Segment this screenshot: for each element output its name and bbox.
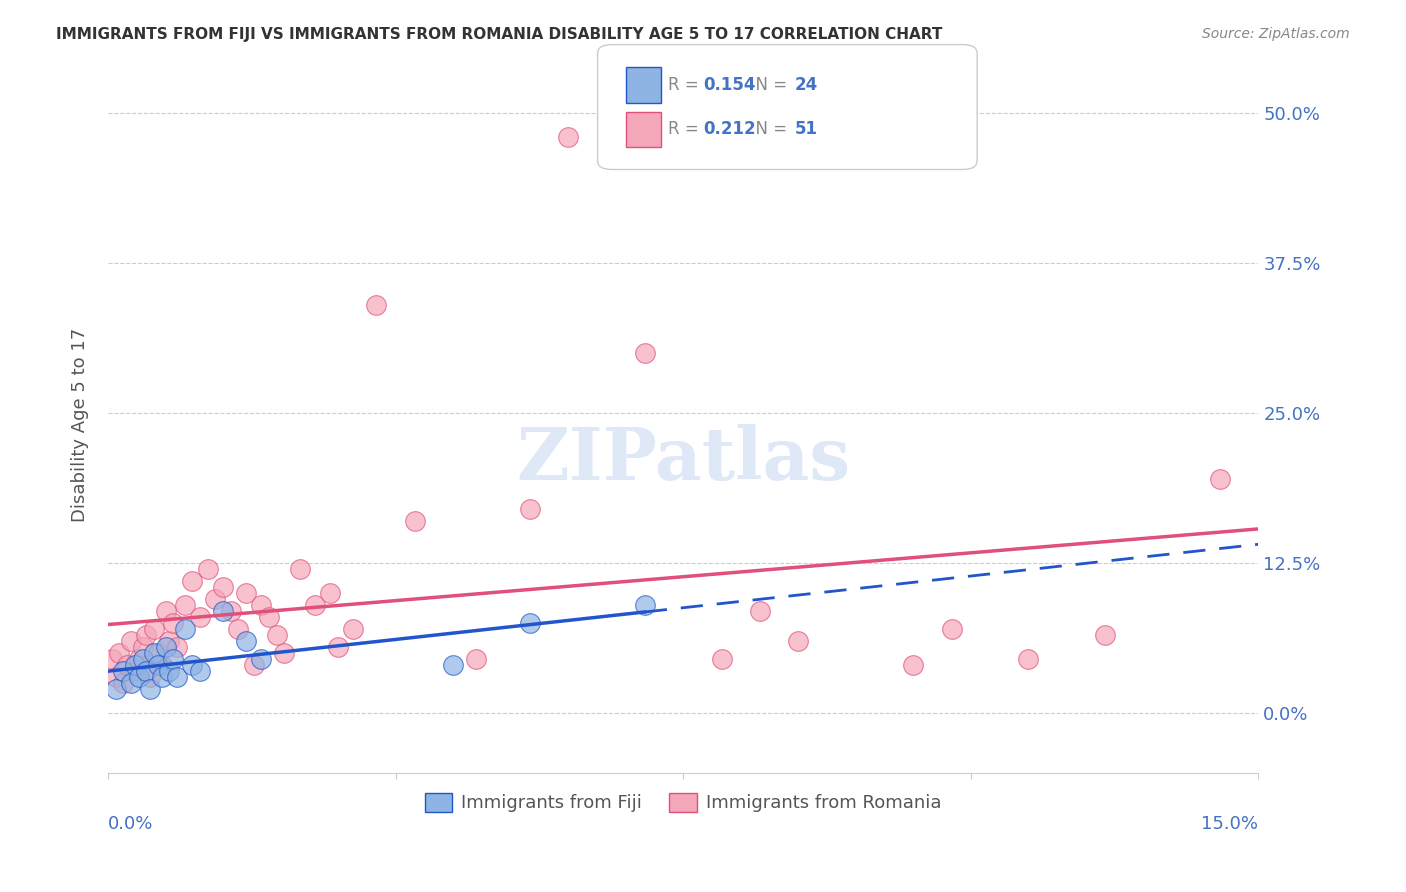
Text: N =: N = xyxy=(745,76,793,94)
Point xyxy=(104,681,127,696)
Text: 51: 51 xyxy=(794,120,817,138)
Point xyxy=(124,658,146,673)
Point xyxy=(131,640,153,654)
Point xyxy=(166,670,188,684)
Legend: Immigrants from Fiji, Immigrants from Romania: Immigrants from Fiji, Immigrants from Ro… xyxy=(418,786,948,820)
Point xyxy=(112,676,135,690)
Point xyxy=(366,298,388,312)
Point xyxy=(157,664,180,678)
Point xyxy=(465,652,488,666)
Point xyxy=(162,615,184,630)
Point xyxy=(166,640,188,654)
Point xyxy=(128,652,150,666)
Text: 0.0%: 0.0% xyxy=(108,815,153,833)
Point xyxy=(115,658,138,673)
Point xyxy=(304,598,326,612)
Point xyxy=(181,658,204,673)
Point xyxy=(120,634,142,648)
Text: 24: 24 xyxy=(794,76,818,94)
Point xyxy=(266,628,288,642)
Point xyxy=(157,634,180,648)
Point xyxy=(219,604,242,618)
Point xyxy=(710,652,733,666)
Point xyxy=(173,598,195,612)
Point xyxy=(112,664,135,678)
Point xyxy=(250,598,273,612)
Point xyxy=(634,598,657,612)
Text: 15.0%: 15.0% xyxy=(1202,815,1258,833)
Point xyxy=(212,580,235,594)
Point xyxy=(257,610,280,624)
Point xyxy=(143,622,166,636)
Point xyxy=(212,604,235,618)
Point xyxy=(235,586,257,600)
Point xyxy=(634,346,657,360)
Text: R =: R = xyxy=(668,76,704,94)
Point xyxy=(941,622,963,636)
Point xyxy=(235,634,257,648)
Point xyxy=(787,634,810,648)
Point xyxy=(188,610,211,624)
Point xyxy=(101,652,124,666)
Point xyxy=(162,652,184,666)
Point xyxy=(519,615,541,630)
Point xyxy=(146,658,169,673)
Point xyxy=(120,676,142,690)
Point xyxy=(903,658,925,673)
Point xyxy=(197,562,219,576)
Point xyxy=(342,622,364,636)
Point xyxy=(135,628,157,642)
Point xyxy=(143,646,166,660)
Point xyxy=(181,574,204,588)
Text: Source: ZipAtlas.com: Source: ZipAtlas.com xyxy=(1202,27,1350,41)
Text: ZIPatlas: ZIPatlas xyxy=(516,425,851,495)
Point xyxy=(155,640,177,654)
Point xyxy=(326,640,349,654)
Point xyxy=(104,670,127,684)
Point xyxy=(108,646,131,660)
Point xyxy=(173,622,195,636)
Point xyxy=(1017,652,1039,666)
Point xyxy=(228,622,250,636)
Point xyxy=(128,670,150,684)
Point xyxy=(1209,472,1232,486)
Text: N =: N = xyxy=(745,120,793,138)
Point xyxy=(1094,628,1116,642)
Point xyxy=(519,502,541,516)
Point xyxy=(135,664,157,678)
Point xyxy=(441,658,464,673)
Point xyxy=(273,646,295,660)
Point xyxy=(139,681,162,696)
Text: R =: R = xyxy=(668,120,704,138)
Point xyxy=(188,664,211,678)
Point xyxy=(319,586,342,600)
Point xyxy=(150,658,173,673)
Point xyxy=(146,646,169,660)
Point xyxy=(748,604,770,618)
Point xyxy=(155,604,177,618)
Text: 0.154: 0.154 xyxy=(703,76,755,94)
Point xyxy=(288,562,311,576)
Point xyxy=(139,670,162,684)
Point xyxy=(404,514,426,528)
Point xyxy=(557,130,579,145)
Text: 0.212: 0.212 xyxy=(703,120,755,138)
Point xyxy=(131,652,153,666)
Point xyxy=(242,658,264,673)
Text: IMMIGRANTS FROM FIJI VS IMMIGRANTS FROM ROMANIA DISABILITY AGE 5 TO 17 CORRELATI: IMMIGRANTS FROM FIJI VS IMMIGRANTS FROM … xyxy=(56,27,942,42)
Point xyxy=(250,652,273,666)
Point xyxy=(124,664,146,678)
Point xyxy=(150,670,173,684)
Point xyxy=(204,592,226,607)
Y-axis label: Disability Age 5 to 17: Disability Age 5 to 17 xyxy=(72,328,89,523)
